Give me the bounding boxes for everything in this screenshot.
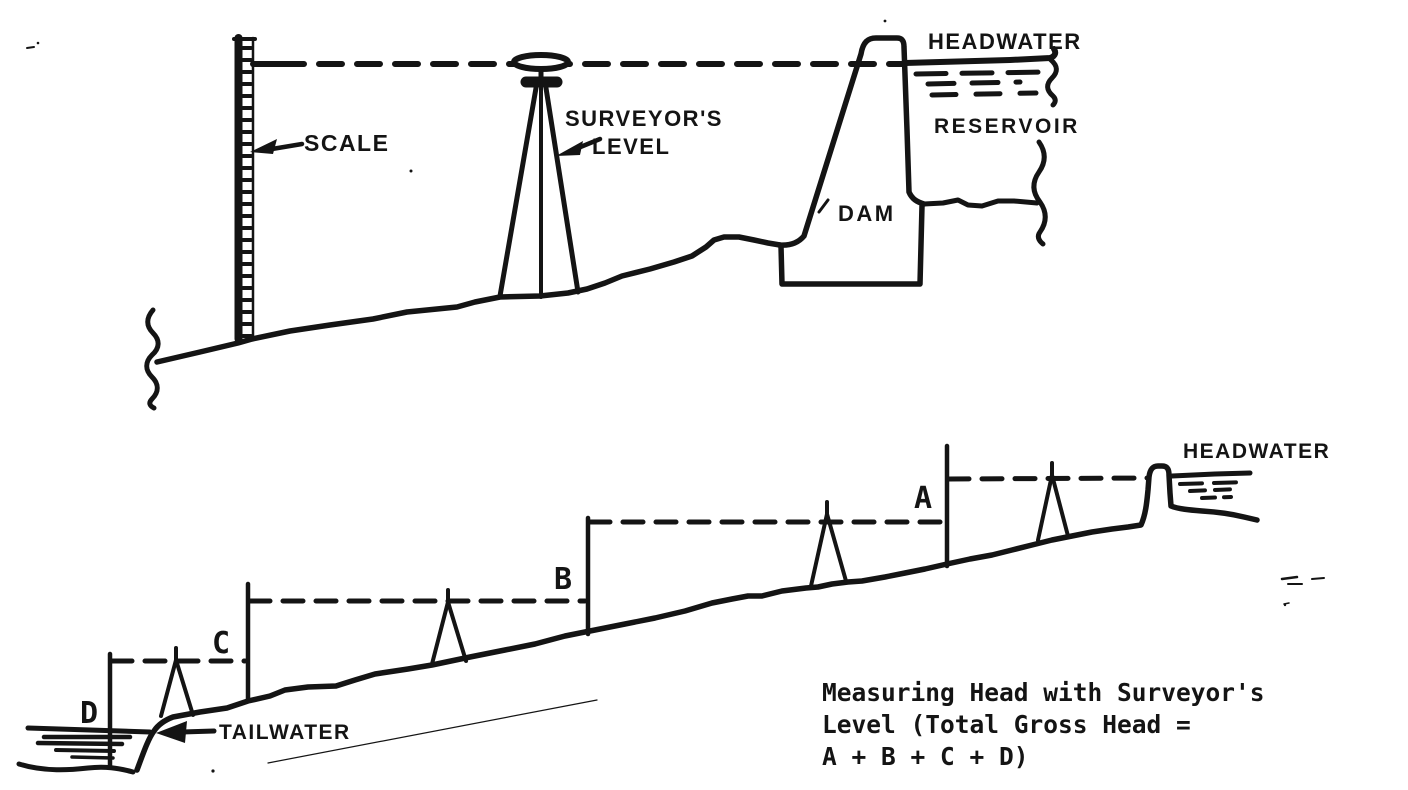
staff-a-label: A [914, 481, 932, 516]
level-instrument-scope [511, 52, 571, 72]
caption-line-1: Measuring Head with Surveyor's [822, 678, 1265, 707]
surveyors-level-callout: SURVEYOR'S LEVEL [556, 106, 723, 159]
caption-line-3: A + B + C + D) [822, 742, 1029, 771]
dam-tick [817, 198, 830, 214]
staff-d-label: D [80, 696, 98, 731]
headwater-label-bottom: HEADWATER [1183, 440, 1330, 463]
headwater-label-top: HEADWATER [928, 29, 1082, 54]
dam-structure [776, 35, 927, 287]
scale-callout: SCALE [250, 130, 389, 156]
scale-staff-ticks [241, 46, 253, 338]
top-diagram: SCALE SURVEYOR'S LEVEL DAM HEADWATER RES… [26, 19, 1082, 411]
hairline-stroke [267, 699, 598, 764]
surveyors-level-label-line2: LEVEL [592, 134, 670, 159]
tripod-1 [159, 646, 195, 718]
ink-specks-top-left [26, 19, 887, 173]
tailwater-callout: TAILWATER [156, 721, 351, 744]
scale-arrow-head [250, 139, 277, 154]
dam-outline [776, 35, 927, 248]
sight-lines-bottom [109, 475, 1151, 664]
headwater-edge-squiggle [1045, 57, 1059, 108]
dam-base [778, 203, 925, 287]
caption-line-2: Level (Total Gross Head = [822, 710, 1191, 739]
tripod-2 [430, 588, 468, 666]
tailwater-arrow-shaft [179, 728, 217, 735]
bottom-diagram: A B C D TAILWATER HEADWATER Measuring He… [16, 440, 1330, 775]
bottom-ground-line [134, 463, 1260, 773]
surveyors-level-tripod [497, 52, 581, 299]
staff-b-label: B [554, 562, 572, 597]
scale-arrow-shaft [269, 141, 305, 152]
figure-caption: Measuring Head with Surveyor's Level (To… [822, 678, 1265, 771]
reservoir-floor [921, 197, 1040, 209]
tripod-3 [809, 500, 848, 588]
ink-specks-bottom-right [211, 575, 1325, 773]
staff-rods [107, 443, 950, 770]
dam-label: DAM [838, 201, 896, 226]
left-break-squiggle [144, 307, 161, 411]
surveyors-level-label-line1: SURVEYOR'S [565, 106, 723, 131]
scale-staff [232, 34, 257, 343]
headwater-water-top [902, 46, 1059, 108]
staff-c-label: C [212, 626, 230, 661]
dam-callout: DAM [817, 198, 896, 226]
tailwater-water [16, 725, 153, 775]
level-arrow-head [556, 141, 583, 156]
headwater-water-bottom [1169, 470, 1253, 500]
scale-label: SCALE [304, 130, 389, 156]
tripod-4 [1036, 461, 1070, 542]
tailwater-label: TAILWATER [219, 721, 351, 744]
reservoir-label: RESERVOIR [934, 115, 1080, 138]
reservoir-break-squiggle [1031, 139, 1048, 247]
sight-line-a [946, 475, 1151, 482]
tailwater-arrow-head [156, 721, 187, 743]
